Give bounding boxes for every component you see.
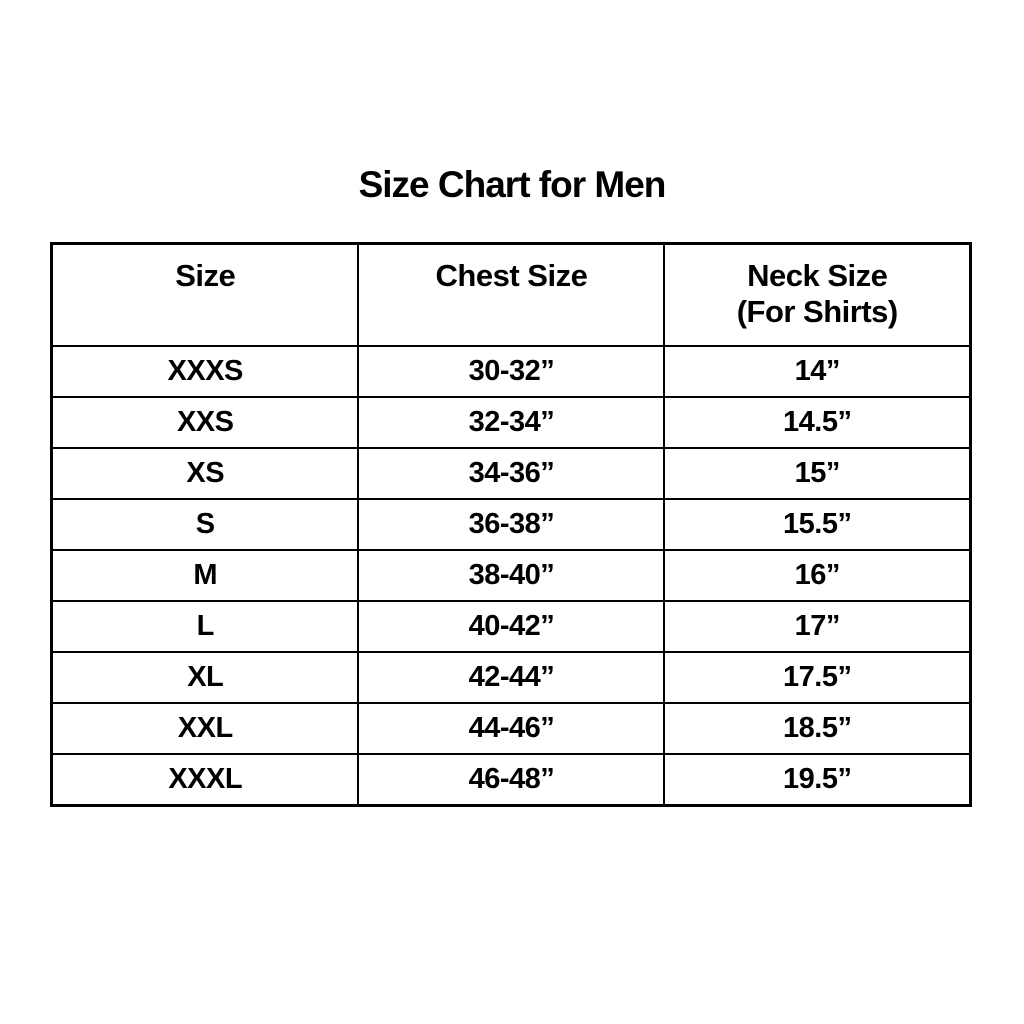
column-header-neck-size: Neck Size (For Shirts)	[663, 242, 972, 347]
size-cell: M	[50, 549, 360, 602]
chest-size-cell: 42-44”	[357, 651, 666, 704]
chest-size-cell: 44-46”	[357, 702, 666, 755]
table-row: XL 42-44” 17.5”	[50, 651, 972, 704]
neck-size-cell: 16”	[663, 549, 972, 602]
size-cell: XXS	[50, 396, 360, 449]
size-cell: XL	[50, 651, 360, 704]
chest-size-cell: 36-38”	[357, 498, 666, 551]
column-header-label: Chest Size	[435, 258, 588, 293]
size-cell: L	[50, 600, 360, 653]
chest-size-cell: 32-34”	[357, 396, 666, 449]
column-header-label: Size	[175, 258, 236, 293]
chest-size-cell: 38-40”	[357, 549, 666, 602]
table-row: M 38-40” 16”	[50, 549, 972, 602]
column-header-chest-size: Chest Size	[357, 242, 666, 347]
table-row: XXS 32-34” 14.5”	[50, 396, 972, 449]
table-row: XXXL 46-48” 19.5”	[50, 753, 972, 807]
chest-size-cell: 34-36”	[357, 447, 666, 500]
table-row: XXL 44-46” 18.5”	[50, 702, 972, 755]
size-cell: XS	[50, 447, 360, 500]
size-cell: XXXL	[50, 753, 360, 807]
table-row: XXXS 30-32” 14”	[50, 345, 972, 398]
neck-size-cell: 15.5”	[663, 498, 972, 551]
column-header-size: Size	[50, 242, 360, 347]
column-header-label: Neck Size	[747, 258, 888, 293]
neck-size-cell: 18.5”	[663, 702, 972, 755]
size-cell: XXL	[50, 702, 360, 755]
table-row: XS 34-36” 15”	[50, 447, 972, 500]
header-row: Size Chest Size Neck Size (For Shirts)	[50, 242, 972, 347]
size-chart-table: Size Chest Size Neck Size (For Shirts) X…	[50, 242, 972, 807]
table-row: L 40-42” 17”	[50, 600, 972, 653]
chest-size-cell: 40-42”	[357, 600, 666, 653]
neck-size-cell: 17.5”	[663, 651, 972, 704]
page-title: Size Chart for Men	[358, 164, 667, 205]
size-cell: XXXS	[50, 345, 360, 398]
size-cell: S	[50, 498, 360, 551]
column-header-sublabel: (For Shirts)	[736, 293, 899, 329]
table-row: S 36-38” 15.5”	[50, 498, 972, 551]
neck-size-cell: 19.5”	[663, 753, 972, 807]
chest-size-cell: 30-32”	[357, 345, 666, 398]
neck-size-cell: 15”	[663, 447, 972, 500]
neck-size-cell: 17”	[663, 600, 972, 653]
neck-size-cell: 14”	[663, 345, 972, 398]
chest-size-cell: 46-48”	[357, 753, 666, 807]
neck-size-cell: 14.5”	[663, 396, 972, 449]
